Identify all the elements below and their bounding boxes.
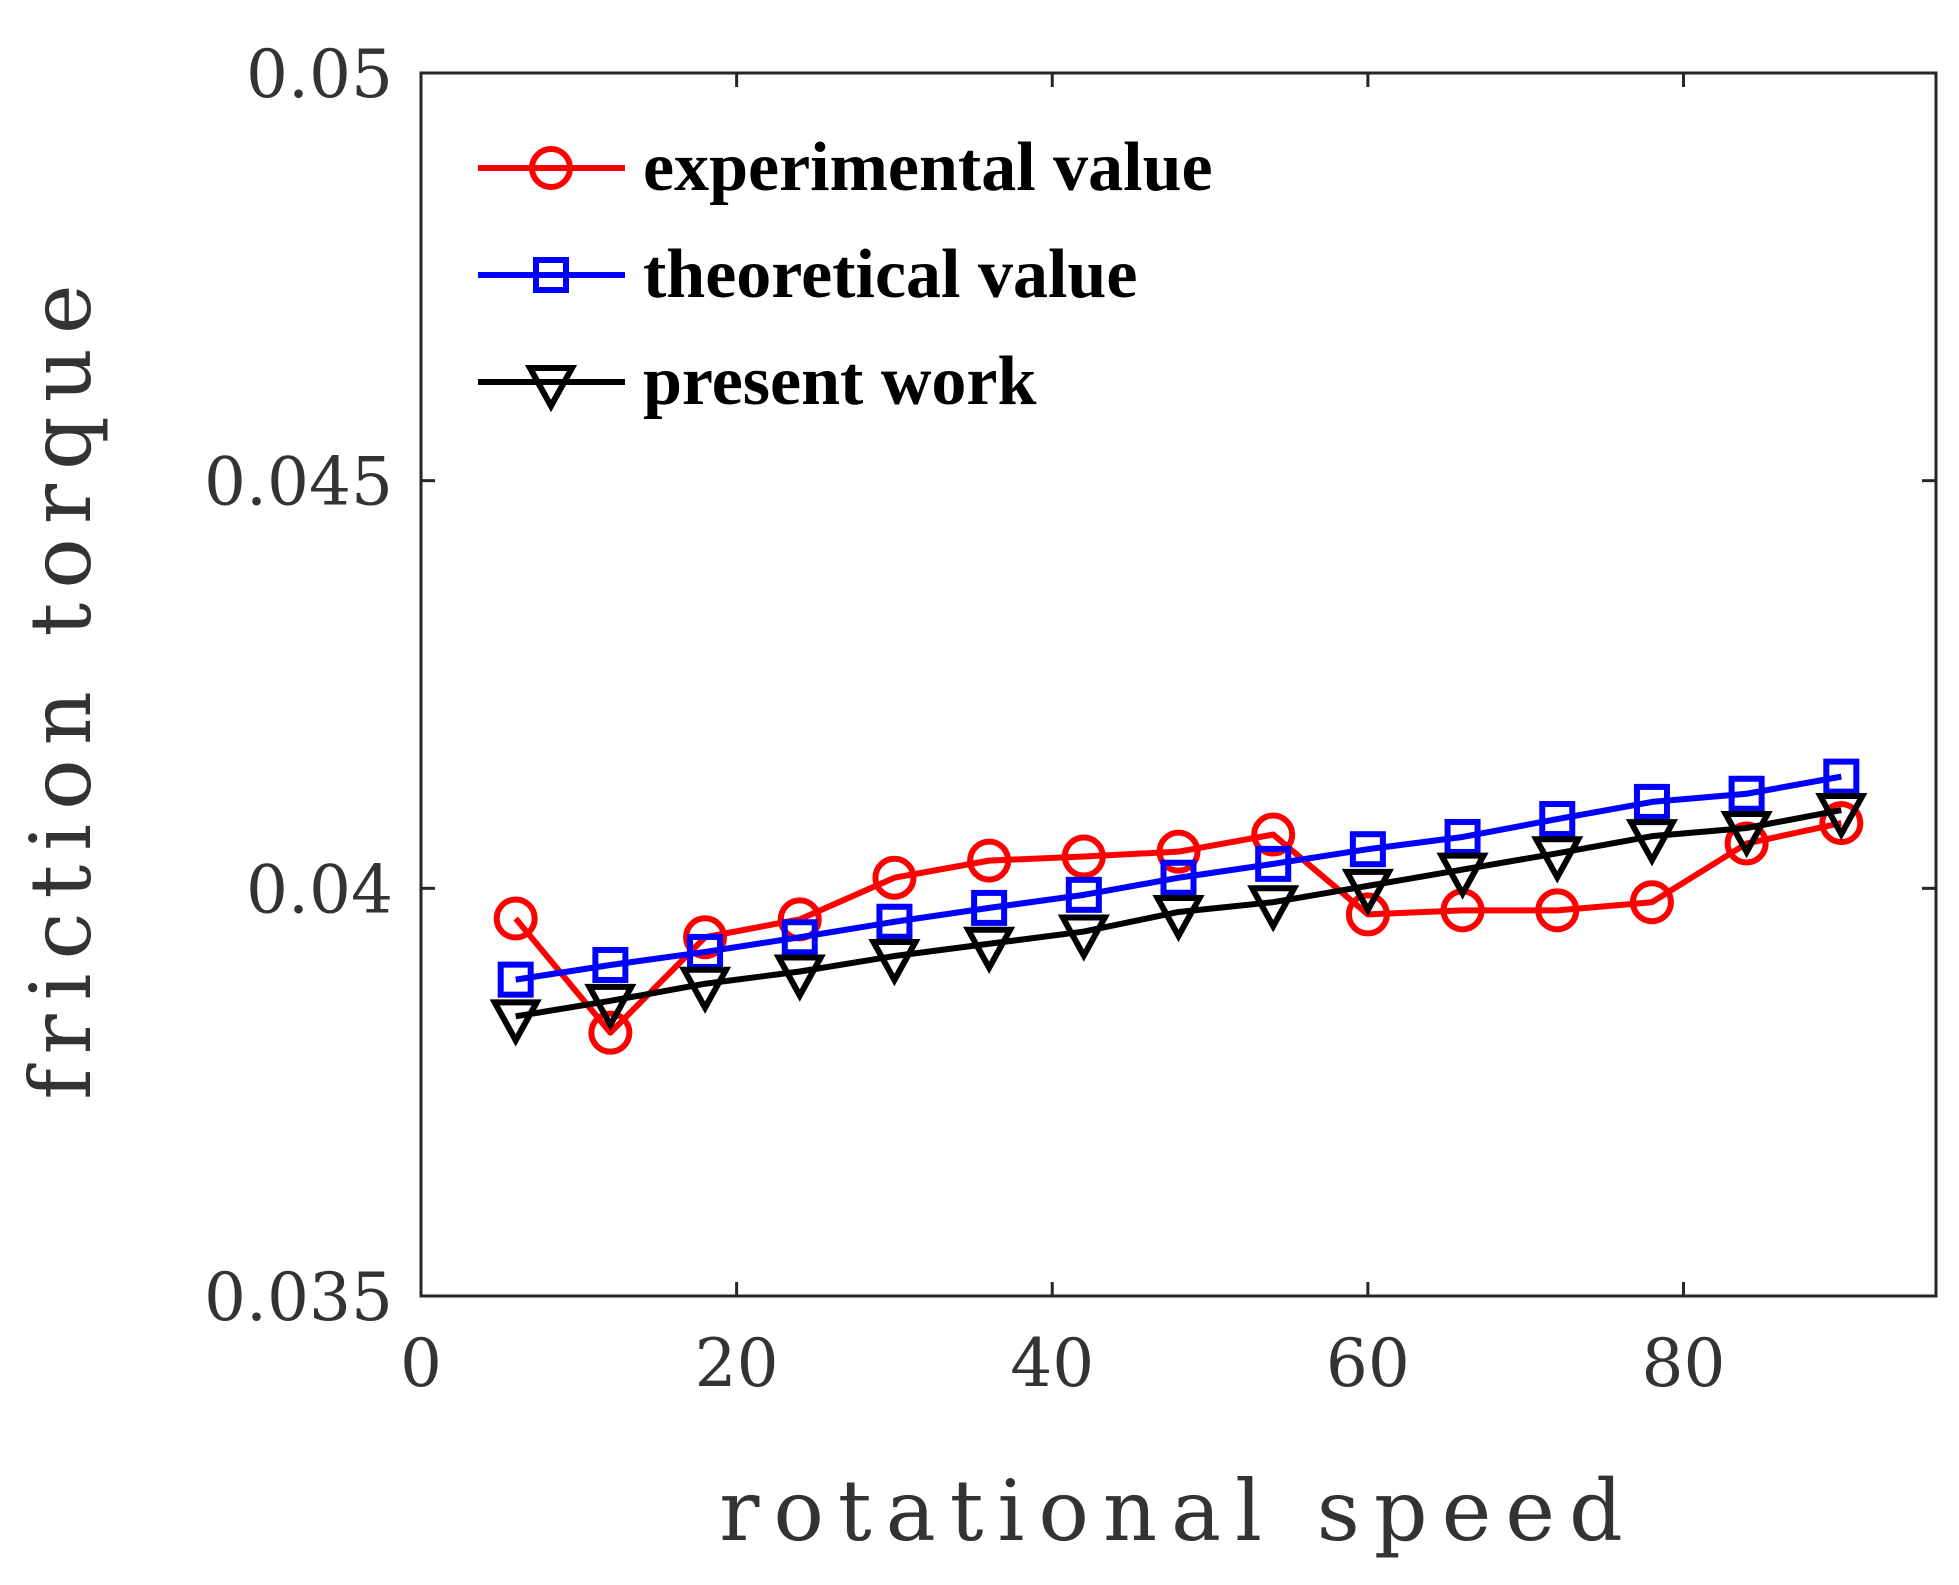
series-experimental-value xyxy=(493,801,1864,1055)
y-tick-label: 0.035 xyxy=(204,1259,393,1336)
data-point xyxy=(971,889,1008,926)
data-point xyxy=(1247,885,1300,933)
data-point xyxy=(876,903,913,940)
x-tick-label: 0 xyxy=(400,1325,442,1402)
data-point xyxy=(781,919,818,956)
data-point xyxy=(1152,894,1205,943)
legend-item-experimental-value: experimental value xyxy=(478,129,1213,206)
data-point xyxy=(1156,829,1201,874)
legend-item-theoretical-value: theoretical value xyxy=(478,236,1137,313)
legend-label: present work xyxy=(643,343,1036,420)
y-axis-label: friction torque xyxy=(12,270,110,1099)
data-point xyxy=(497,961,534,998)
legend-label: experimental value xyxy=(643,129,1213,206)
data-point xyxy=(592,946,629,983)
data-point xyxy=(1057,914,1110,962)
data-point xyxy=(1629,880,1674,925)
data-point xyxy=(1345,892,1390,937)
data-point xyxy=(773,954,826,1002)
y-tick-label: 0.04 xyxy=(246,851,393,928)
legend-marker xyxy=(533,257,569,293)
data-point xyxy=(489,999,542,1047)
legend-item-present-work: present work xyxy=(478,343,1036,420)
series-line xyxy=(515,773,1842,983)
data-point xyxy=(1436,852,1489,900)
data-point xyxy=(1823,758,1860,795)
legend-label: theoretical value xyxy=(643,236,1137,313)
data-point xyxy=(683,915,728,960)
data-point xyxy=(1065,876,1102,913)
data-point xyxy=(1349,831,1386,868)
data-point xyxy=(1160,859,1197,896)
legend-marker xyxy=(529,146,573,190)
plot-area xyxy=(419,71,1938,1298)
data-point xyxy=(1724,821,1769,866)
data-point xyxy=(1251,812,1296,857)
y-tick-label: 0.05 xyxy=(246,36,393,113)
x-tick-label: 80 xyxy=(1642,1325,1726,1402)
data-point xyxy=(588,1010,633,1055)
data-point xyxy=(1539,801,1576,838)
legend: experimental value theoretical value prese… xyxy=(478,129,1213,420)
x-tick-label: 40 xyxy=(1010,1325,1094,1402)
x-tick-label: 20 xyxy=(695,1325,779,1402)
data-point xyxy=(967,838,1012,883)
data-point xyxy=(1728,775,1765,812)
x-tick-label: 60 xyxy=(1326,1325,1410,1402)
data-point xyxy=(1633,783,1670,820)
data-point xyxy=(1815,793,1868,841)
data-point xyxy=(1255,845,1292,882)
data-point xyxy=(493,896,538,941)
data-point xyxy=(963,926,1016,974)
data-point xyxy=(872,855,917,900)
data-point xyxy=(678,966,732,1014)
data-point xyxy=(868,939,921,987)
data-point xyxy=(1625,819,1679,867)
series-line xyxy=(513,820,1842,1036)
data-point xyxy=(1535,888,1580,933)
x-axis-label: rotational speed xyxy=(719,1462,1637,1560)
data-point xyxy=(1341,868,1394,917)
data-point xyxy=(1819,801,1864,846)
data-point xyxy=(1531,836,1584,884)
data-point xyxy=(584,983,637,1032)
legend-marker xyxy=(524,365,578,413)
series-present-work xyxy=(489,793,1868,1047)
data-point xyxy=(1444,818,1481,855)
data-point xyxy=(1720,810,1773,859)
y-tick-label: 0.045 xyxy=(204,444,393,521)
series-line xyxy=(515,807,1842,1020)
data-point xyxy=(1061,834,1106,879)
series-theoretical-value xyxy=(497,758,1860,998)
